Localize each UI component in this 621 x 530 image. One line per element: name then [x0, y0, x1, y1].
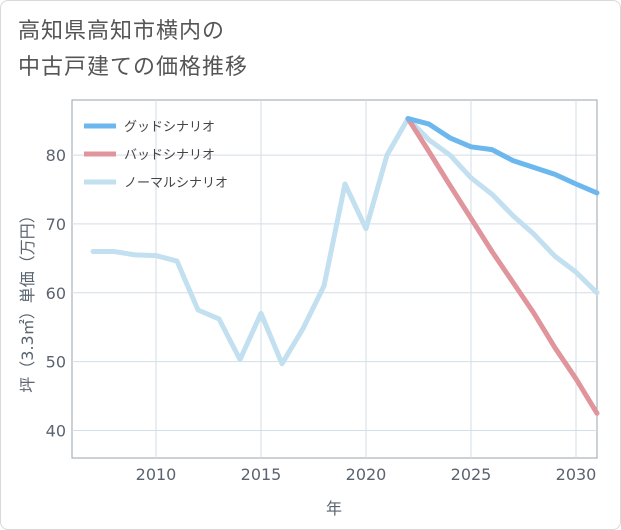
x-tick-2030: 2030: [556, 465, 597, 484]
legend-label-good: グッドシナリオ: [124, 120, 215, 135]
series-line-bad: [405, 116, 600, 416]
x-axis-label: 年: [326, 499, 342, 518]
y-tick-60: 60: [46, 284, 66, 303]
y-tick-labels: 40 50 60 70 80: [46, 146, 66, 440]
x-tick-2020: 2020: [346, 465, 387, 484]
series-line-good: [405, 116, 600, 196]
series-line-normal: [90, 116, 600, 367]
y-axis-label: 坪（3.3㎡）単価（万円）: [18, 207, 37, 392]
x-tick-labels: 2010 2015 2020 2025 2030: [136, 465, 597, 484]
chart-title-line1: 高知県高知市横内の: [18, 19, 226, 44]
chart-title-line2: 中古戸建ての価格推移: [18, 55, 249, 80]
y-tick-50: 50: [46, 353, 66, 372]
x-tick-2015: 2015: [241, 465, 282, 484]
legend-label-normal: ノーマルシナリオ: [124, 176, 228, 191]
series-lines: [90, 116, 600, 416]
x-gridlines: [155, 100, 577, 458]
legend-label-bad: バッドシナリオ: [124, 148, 215, 163]
y-tick-40: 40: [46, 421, 66, 440]
x-tick-2010: 2010: [136, 465, 177, 484]
y-tick-80: 80: [46, 146, 66, 165]
y-tick-70: 70: [46, 215, 66, 234]
x-tick-2025: 2025: [451, 465, 492, 484]
chart-title: 高知県高知市横内の 中古戸建ての価格推移: [18, 14, 248, 86]
